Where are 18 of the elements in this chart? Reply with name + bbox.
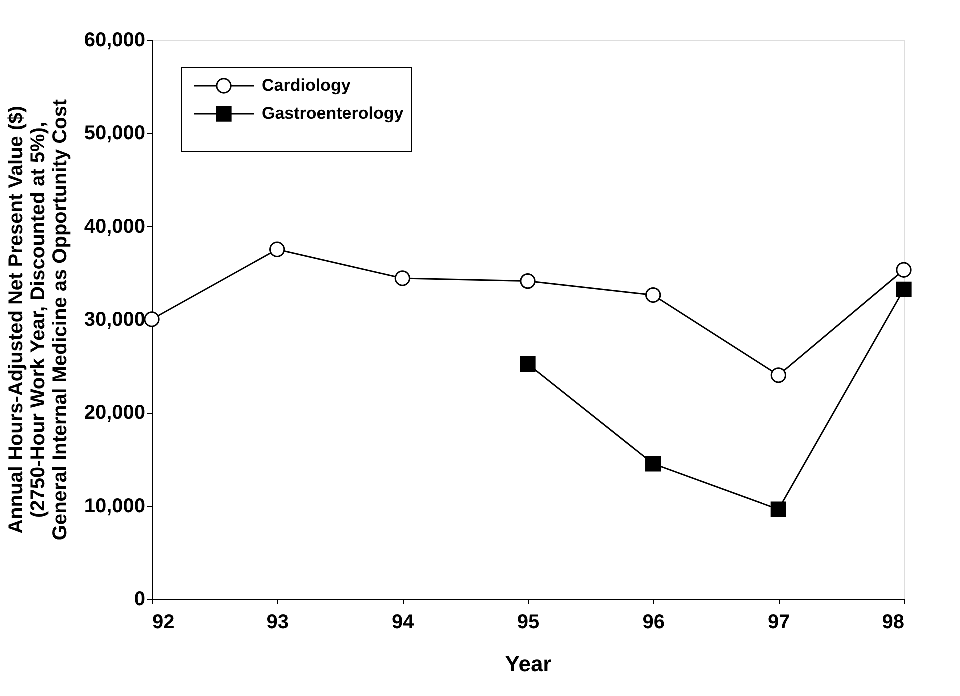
x-axis-title: Year	[505, 652, 552, 676]
y-tick-label: 50,000	[84, 122, 146, 145]
legend-label: Cardiology	[262, 76, 352, 95]
y-tick-label: 0	[134, 588, 146, 610]
y-tick-label: 40,000	[84, 216, 146, 238]
y-tick-label: 10,000	[84, 495, 146, 518]
y-tick-label: 20,000	[84, 402, 146, 424]
y-tick-label: 60,000	[84, 30, 146, 52]
x-tick-label: 95	[517, 612, 540, 634]
x-tick-label: 96	[642, 612, 665, 634]
x-tick-label: 98	[882, 612, 904, 634]
x-tick-label: 92	[152, 612, 175, 634]
y-tick-label: 30,000	[84, 309, 146, 331]
x-tick-label: 93	[266, 612, 289, 634]
x-tick-label: 97	[768, 612, 790, 634]
y-axis-title: Annual Hours-Adjusted Net Present Value ($) (2750-Hour Work Year, Discounted at 5%), General Internal Medicine as Opportunity Cost	[5, 99, 72, 541]
x-tick-label: 94	[392, 612, 416, 634]
legend-label: Gastroenterology	[262, 104, 404, 123]
